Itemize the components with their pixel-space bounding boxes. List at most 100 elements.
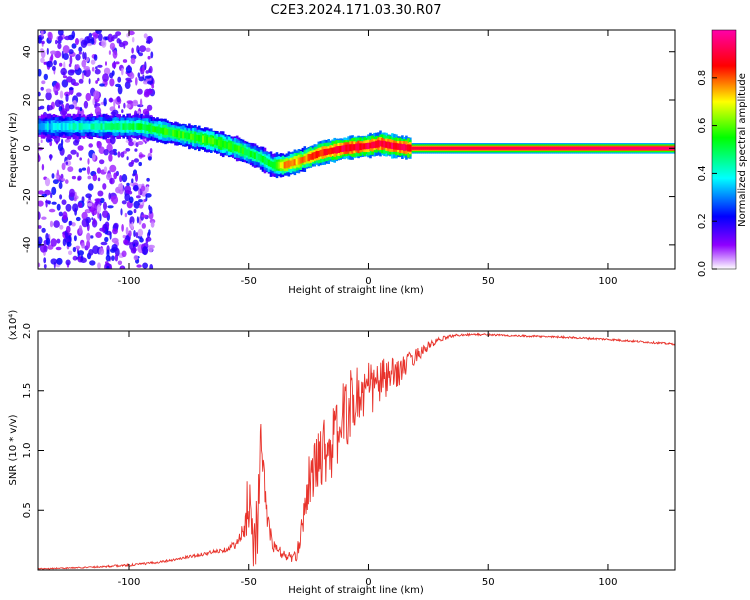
heatmap-noise-cell bbox=[86, 240, 91, 249]
heatmap-noise-cell bbox=[128, 230, 132, 237]
heatmap-ridge-cell bbox=[44, 123, 48, 130]
heatmap-ridge-cell bbox=[596, 146, 599, 150]
heatmap-ridge-cell bbox=[166, 129, 169, 135]
heatmap-noise-cell bbox=[98, 33, 103, 42]
heatmap-ridge-cell bbox=[391, 142, 394, 149]
heatmap-ridge-cell bbox=[484, 146, 488, 150]
heatmap-noise-cell bbox=[57, 143, 64, 152]
heatmap-noise-cell bbox=[38, 200, 44, 207]
heatmap-noise-cell bbox=[151, 84, 155, 89]
heatmap-ridge-cell bbox=[429, 146, 432, 150]
heatmap-ridge-cell bbox=[444, 146, 448, 150]
heatmap-ridge-cell bbox=[534, 146, 538, 150]
heatmap-noise-cell bbox=[102, 183, 107, 190]
heatmap-noise-cell bbox=[131, 159, 135, 165]
heatmap-noise-cell bbox=[145, 70, 150, 74]
heatmap-ridge-cell bbox=[641, 146, 645, 150]
heatmap-ridge-cell bbox=[554, 146, 557, 150]
heatmap-noise-cell bbox=[103, 149, 109, 156]
heatmap-noise-cell bbox=[59, 62, 63, 67]
heatmap-ridge-cell bbox=[476, 146, 480, 150]
heatmap-ridge-cell bbox=[239, 146, 243, 153]
heatmap-ridge-cell bbox=[40, 123, 44, 130]
heatmap-ridge-cell bbox=[54, 123, 58, 131]
heatmap-ridge-cell bbox=[289, 160, 293, 167]
heatmap-ridge-cell bbox=[460, 146, 464, 150]
heatmap-noise-cell bbox=[133, 158, 140, 163]
heatmap-ridge-cell bbox=[315, 151, 319, 159]
heatmap-noise-cell bbox=[114, 254, 119, 262]
snr-y-tick-label: 1.0 bbox=[22, 443, 33, 459]
heatmap-noise-cell bbox=[104, 81, 108, 86]
heatmap-noise-cell bbox=[43, 264, 47, 269]
heatmap-noise-cell bbox=[112, 49, 118, 59]
heatmap-ridge-cell bbox=[174, 130, 177, 137]
heatmap-noise-cell bbox=[129, 196, 134, 204]
spectrogram-axes: -100 -50 0 50 100 -40 -20 0 20 40 bbox=[22, 30, 675, 287]
heatmap-noise-cell bbox=[148, 244, 153, 253]
heatmap-ridge-cell bbox=[385, 141, 388, 148]
heatmap-ridge-cell bbox=[144, 124, 147, 131]
heatmap-ridge-cell bbox=[409, 144, 412, 152]
heatmap-noise-cell bbox=[57, 35, 63, 42]
heatmap-noise-cell bbox=[105, 61, 107, 66]
heatmap-noise-cell bbox=[67, 154, 72, 161]
heatmap-noise-cell bbox=[123, 43, 126, 49]
heatmap-ridge-cell bbox=[208, 137, 211, 144]
heatmap-ridge-cell bbox=[331, 147, 334, 154]
heatmap-ridge-cell bbox=[46, 123, 50, 130]
heatmap-noise-cell bbox=[45, 91, 52, 101]
heatmap-ridge-cell bbox=[432, 146, 436, 150]
heatmap-noise-cell bbox=[84, 68, 91, 77]
heatmap-noise-cell bbox=[64, 35, 71, 41]
heatmap-ridge-cell bbox=[423, 146, 426, 150]
heatmap-noise-cell bbox=[79, 157, 82, 161]
heatmap-ridge-cell bbox=[562, 146, 565, 150]
heatmap-noise-cell bbox=[111, 61, 117, 69]
heatmap-ridge-cell bbox=[291, 159, 295, 167]
heatmap-ridge-cell bbox=[106, 123, 110, 130]
heatmap-ridge-cell bbox=[178, 130, 181, 138]
heatmap-noise-cell bbox=[138, 154, 146, 158]
heatmap-ridge-cell bbox=[212, 138, 215, 145]
heatmap-ridge-cell bbox=[411, 146, 414, 150]
heatmap-ridge-cell bbox=[425, 146, 428, 150]
heatmap-noise-cell bbox=[109, 42, 116, 51]
heatmap-ridge-cell bbox=[261, 156, 265, 163]
heatmap-noise-cell bbox=[145, 47, 151, 52]
heatmap-noise-cell bbox=[136, 195, 141, 199]
heatmap-noise-cell bbox=[38, 106, 42, 111]
heatmap-ridge-cell bbox=[594, 146, 597, 150]
spectrogram-y-tick-label: 20 bbox=[22, 94, 33, 107]
heatmap-noise-cell bbox=[45, 88, 52, 94]
heatmap-ridge-cell bbox=[136, 123, 139, 130]
heatmap-ridge-cell bbox=[592, 146, 595, 150]
colorbar-tick-label: 0.4 bbox=[697, 165, 708, 181]
heatmap-noise-cell bbox=[82, 51, 85, 60]
heatmap-ridge-cell bbox=[347, 144, 350, 152]
heatmap-noise-cell bbox=[137, 72, 141, 78]
heatmap-ridge-cell bbox=[341, 145, 344, 152]
heatmap-ridge-cell bbox=[345, 144, 348, 152]
heatmap-noise-cell bbox=[49, 140, 53, 147]
heatmap-ridge-cell bbox=[610, 146, 613, 150]
spectrogram-y-axis-label: Frequency (Hz) bbox=[8, 112, 19, 188]
heatmap-ridge-cell bbox=[528, 146, 532, 150]
heatmap-noise-cell bbox=[137, 88, 143, 95]
heatmap-noise-cell bbox=[131, 178, 134, 184]
heatmap-ridge-cell bbox=[582, 146, 585, 150]
heatmap-ridge-cell bbox=[190, 133, 193, 140]
heatmap-ridge-cell bbox=[70, 123, 74, 130]
heatmap-ridge-cell bbox=[415, 146, 418, 150]
colorbar: 0.0 0.2 0.4 0.6 0.8 Normalized spectral ampl… bbox=[697, 29, 748, 277]
heatmap-noise-cell bbox=[41, 216, 47, 220]
heatmap-ridge-cell bbox=[311, 152, 315, 160]
heatmap-noise-cell bbox=[51, 186, 57, 196]
heatmap-ridge-cell bbox=[160, 127, 163, 134]
heatmap-noise-cell bbox=[86, 232, 91, 242]
heatmap-ridge-cell bbox=[295, 158, 299, 165]
heatmap-ridge-cell bbox=[395, 143, 398, 150]
heatmap-noise-cell bbox=[149, 264, 154, 269]
heatmap-ridge-cell bbox=[323, 149, 327, 156]
heatmap-ridge-cell bbox=[480, 146, 484, 150]
